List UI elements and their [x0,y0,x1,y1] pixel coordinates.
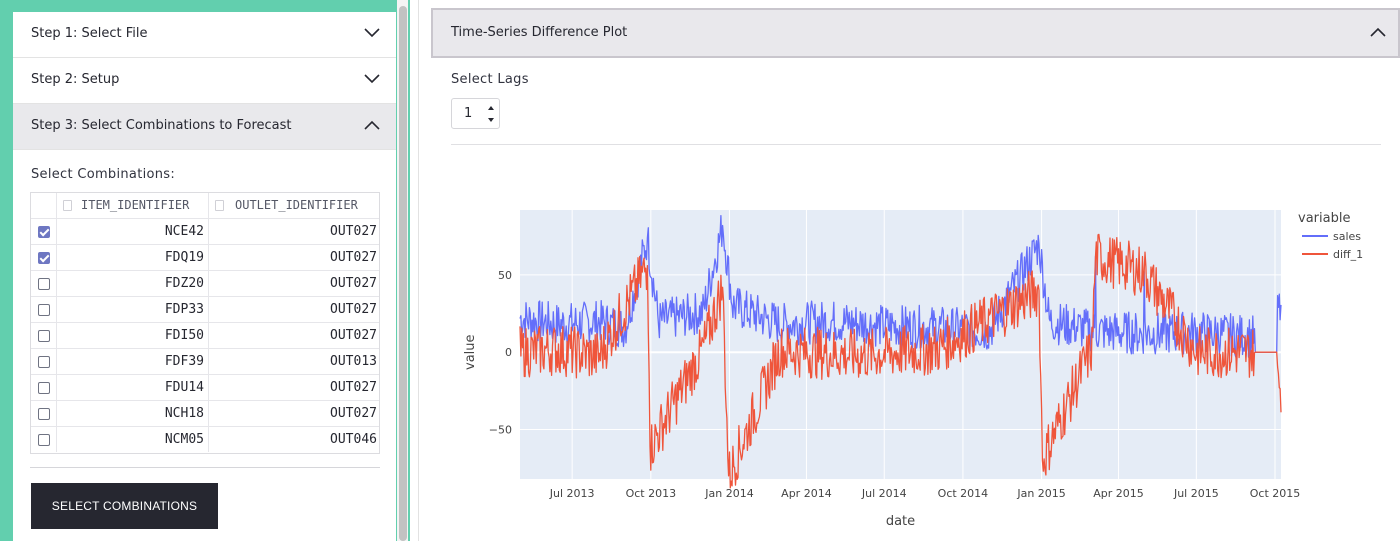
row-checkbox-cell[interactable] [31,219,57,244]
row-checkbox-cell[interactable] [31,427,57,452]
item-identifier-cell[interactable]: FDQ19 [57,245,209,270]
x-tick-label: Jul 2014 [861,487,907,500]
item-identifier-cell[interactable]: NCH18 [57,401,209,426]
table-row[interactable]: FDI50 OUT027 [31,323,379,349]
table-row[interactable]: NCH18 OUT027 [31,401,379,427]
chevron-down-icon [364,74,380,84]
x-tick-label: Apr 2014 [781,487,832,500]
lags-value: 1 [464,106,473,121]
increment-icon[interactable] [486,103,496,113]
table-row[interactable]: FDQ19 OUT027 [31,245,379,271]
outlet-identifier-cell[interactable]: OUT027 [330,406,377,421]
sidebar-scrollbar[interactable] [399,6,407,541]
main-divider [451,144,1381,145]
item-identifier-cell[interactable]: NCE42 [57,219,209,244]
expander-title: Time-Series Difference Plot [451,25,628,40]
row-checkbox-cell[interactable] [31,375,57,400]
row-checkbox[interactable] [38,356,50,368]
legend-label: diff_1 [1333,248,1363,261]
select-combinations-button[interactable]: SELECT COMBINATIONS [31,483,218,529]
outlet-identifier-cell[interactable]: OUT046 [330,432,377,447]
select-all-cell[interactable] [31,193,57,218]
x-tick-label: Oct 2013 [626,487,677,500]
row-checkbox[interactable] [38,382,50,394]
item-identifier-cell[interactable]: FDP33 [57,297,209,322]
difference-plot-expander[interactable]: Time-Series Difference Plot [431,8,1400,58]
y-axis-title: value [463,334,478,370]
column-menu-icon [215,200,224,211]
item-identifier-cell[interactable]: FDZ20 [57,271,209,296]
outlet-identifier-cell[interactable]: OUT027 [330,328,377,343]
outlet-identifier-cell[interactable]: OUT027 [330,380,377,395]
y-tick-label: −50 [489,424,512,437]
item-identifier-cell[interactable]: FDI50 [57,323,209,348]
step-3-label: Step 3: Select Combinations to Forecast [31,118,292,133]
combinations-grid: ITEM_IDENTIFIER OUTLET_IDENTIFIER NCE42 O… [30,192,380,454]
x-tick-label: Oct 2015 [1250,487,1301,500]
select-combinations-label: Select Combinations: [31,167,176,182]
x-axis-title: date [886,514,915,529]
x-tick-label: Jan 2015 [1016,487,1065,500]
lags-number-input[interactable]: 1 [451,98,500,129]
x-tick-label: Jul 2015 [1173,487,1219,500]
column-header-item[interactable]: ITEM_IDENTIFIER [57,193,209,218]
outlet-identifier-cell[interactable]: OUT027 [330,276,377,291]
row-checkbox-cell[interactable] [31,323,57,348]
column-menu-icon [63,200,72,211]
table-row[interactable]: FDF39 OUT013 [31,349,379,375]
row-checkbox[interactable] [38,434,50,446]
row-checkbox-cell[interactable] [31,401,57,426]
step-1-expander[interactable]: Step 1: Select File [13,12,396,58]
row-checkbox-cell[interactable] [31,245,57,270]
row-checkbox[interactable] [38,330,50,342]
item-identifier-cell[interactable]: FDU14 [57,375,209,400]
chevron-down-icon [364,28,380,38]
item-identifier-cell[interactable]: NCM05 [57,427,209,452]
row-checkbox[interactable] [38,226,50,238]
y-tick-label: 0 [505,346,512,359]
main-border [418,0,419,541]
difference-chart: Jul 2013 Oct 2013 Jan 2014 Apr 2014 Jul 2014… [463,210,1363,529]
select-lags-label: Select Lags [451,72,529,87]
y-tick-label: 50 [498,269,512,282]
x-tick-label: Apr 2015 [1093,487,1144,500]
outlet-identifier-cell[interactable]: OUT027 [330,224,377,239]
table-row[interactable]: NCM05 OUT046 [31,427,379,453]
outlet-identifier-cell[interactable]: OUT027 [330,250,377,265]
table-row[interactable]: NCE42 OUT027 [31,219,379,245]
step-3-expander[interactable]: Step 3: Select Combinations to Forecast [13,104,396,150]
table-row[interactable]: FDP33 OUT027 [31,297,379,323]
row-checkbox-cell[interactable] [31,297,57,322]
table-row[interactable]: FDZ20 OUT027 [31,271,379,297]
outlet-identifier-cell[interactable]: OUT027 [330,302,377,317]
row-checkbox-cell[interactable] [31,349,57,374]
row-checkbox[interactable] [38,408,50,420]
step-2-expander[interactable]: Step 2: Setup [13,58,396,104]
grid-header-row: ITEM_IDENTIFIER OUTLET_IDENTIFIER [31,193,379,219]
chevron-up-icon [364,120,380,130]
diff-1-line [519,233,1282,489]
column-header-outlet[interactable]: OUTLET_IDENTIFIER [209,193,380,218]
step-2-label: Step 2: Setup [31,72,120,87]
row-checkbox-cell[interactable] [31,271,57,296]
x-tick-label: Oct 2014 [938,487,989,500]
sidebar-divider [30,467,380,468]
item-identifier-cell[interactable]: FDF39 [57,349,209,374]
chevron-up-icon [1370,27,1386,37]
row-checkbox[interactable] [38,252,50,264]
legend-label: sales [1333,230,1361,243]
x-tick-label: Jan 2014 [704,487,753,500]
x-tick-label: Jul 2013 [549,487,595,500]
step-1-label: Step 1: Select File [31,26,148,41]
legend-title: variable [1298,211,1350,226]
sidebar-panel: Step 1: Select File Step 2: Setup Step 3… [13,12,396,541]
table-row[interactable]: FDU14 OUT027 [31,375,379,401]
row-checkbox[interactable] [38,304,50,316]
outlet-identifier-cell[interactable]: OUT013 [330,354,377,369]
decrement-icon[interactable] [486,115,496,125]
row-checkbox[interactable] [38,278,50,290]
